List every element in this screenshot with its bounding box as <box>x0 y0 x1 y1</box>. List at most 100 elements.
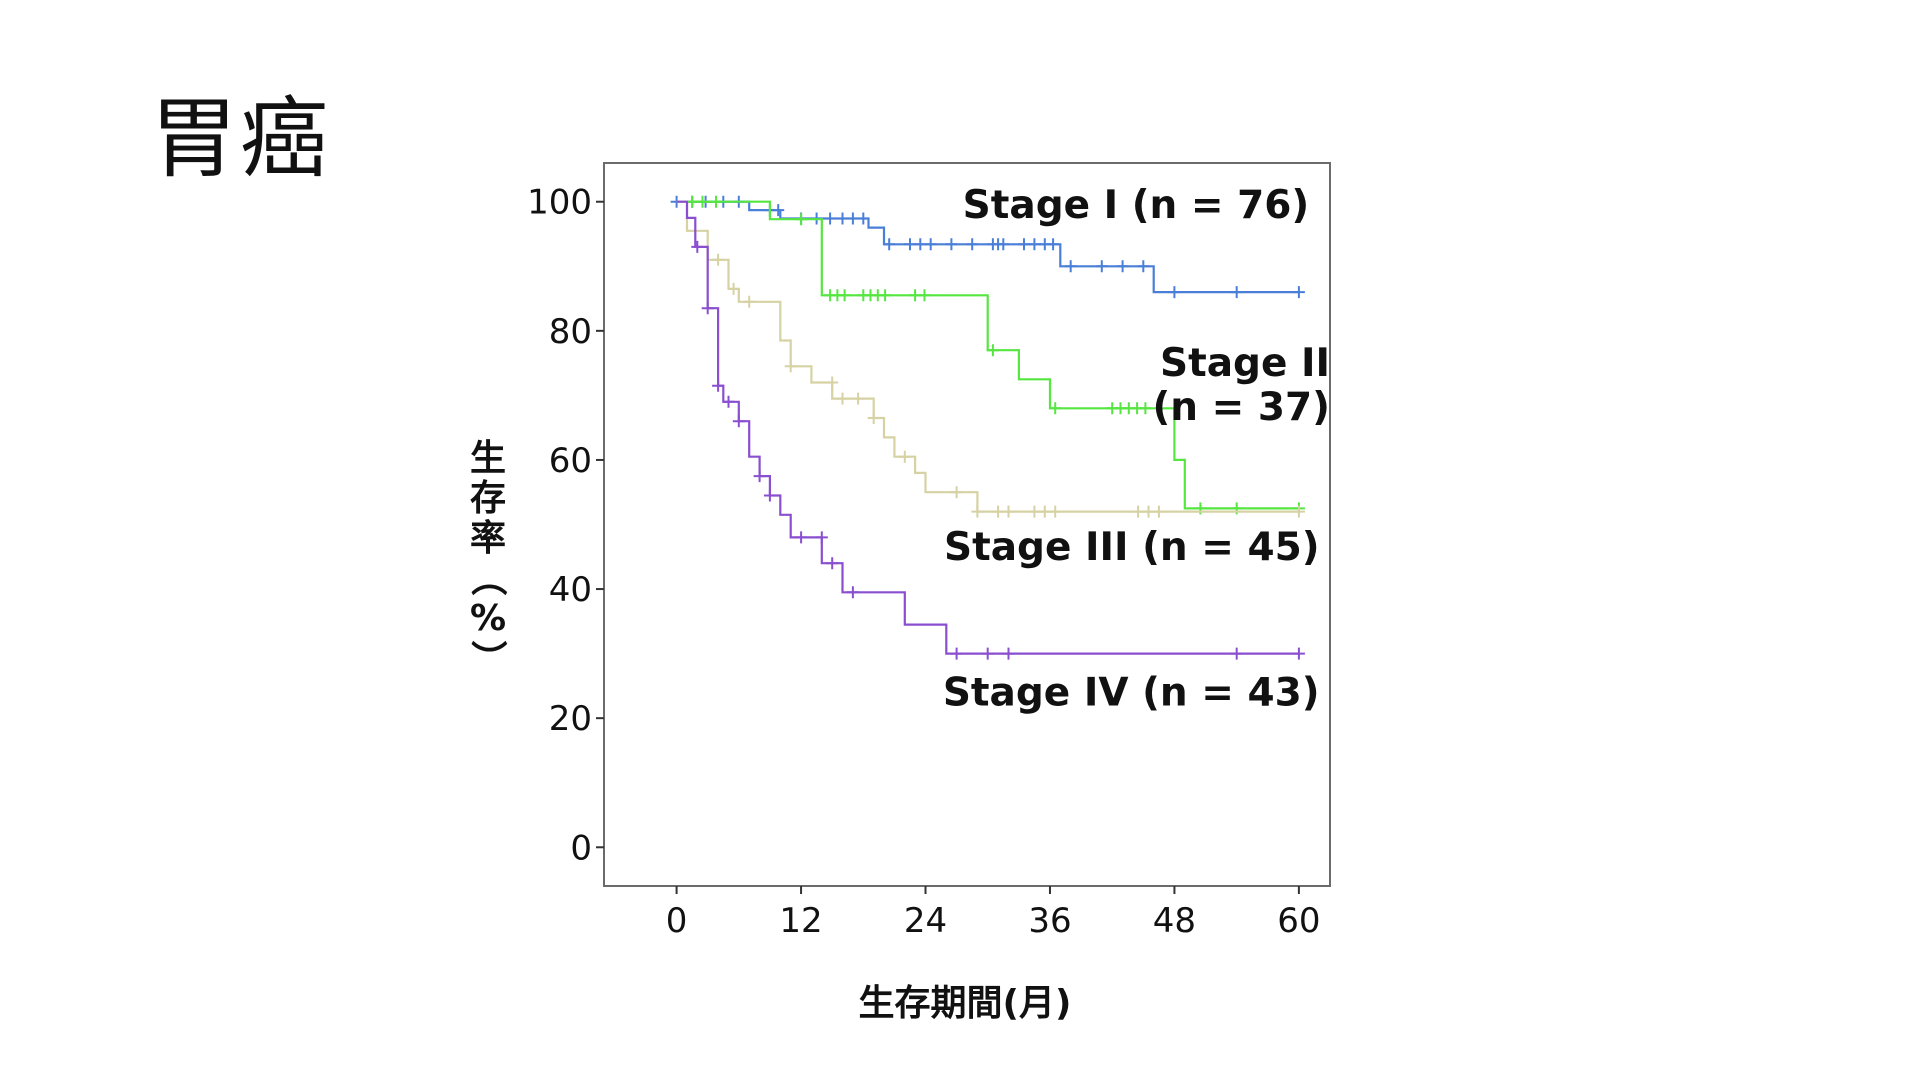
censor-mark <box>824 212 837 225</box>
y-tick-label: 100 <box>527 183 592 223</box>
censor-mark <box>1116 260 1129 273</box>
y-axis-title-char: ） <box>467 640 508 676</box>
series-label-line: Stage IV (n = 43) <box>943 670 1320 715</box>
censor-mark <box>1028 238 1041 251</box>
axis-layer: 0 20 40 60 80 100 0 12 24 36 48 60 <box>527 183 1320 941</box>
y-axis-title-char: （ <box>467 560 508 596</box>
series-label-1: Stage I (n = 76) <box>963 183 1310 228</box>
censor-mark <box>945 238 958 251</box>
y-tick-label: 40 <box>549 570 592 610</box>
y-axis-title-char: 率 <box>470 518 506 559</box>
series-label-3: Stage III (n = 45) <box>944 525 1320 570</box>
series-label-line: Stage II <box>1160 341 1330 386</box>
y-tick-label: 0 <box>570 828 592 868</box>
censor-mark <box>867 412 880 424</box>
censor-mark <box>826 557 839 570</box>
series-label-line: Stage III (n = 45) <box>944 525 1320 570</box>
censor-mark <box>784 360 797 373</box>
censor-mark <box>1139 402 1152 415</box>
censor-mark <box>727 282 740 295</box>
censor-mark <box>836 392 849 405</box>
censor-mark <box>753 470 766 483</box>
series-4 <box>676 200 1305 660</box>
series-label-4: Stage IV (n = 43) <box>943 670 1320 715</box>
censor-mark <box>743 295 756 308</box>
x-tick-label: 48 <box>1153 901 1196 941</box>
x-tick-label: 36 <box>1028 901 1071 941</box>
censor-mark <box>815 531 828 544</box>
censor-mark <box>1152 505 1165 518</box>
censor-mark <box>696 195 709 208</box>
censor-mark <box>712 379 725 392</box>
censor-mark <box>732 415 745 428</box>
censor-mark <box>879 289 892 302</box>
x-tick-label: 24 <box>904 901 947 941</box>
plot-frame <box>603 162 1331 887</box>
censor-mark <box>795 531 808 544</box>
censor-mark <box>950 486 963 499</box>
censor-mark <box>701 302 714 315</box>
censor-mark <box>950 647 963 660</box>
censor-mark <box>971 505 984 518</box>
censor-mark <box>846 212 859 225</box>
censor-mark <box>852 392 865 405</box>
slide-title: 胃癌 <box>150 87 331 190</box>
censor-mark <box>1230 647 1243 660</box>
censor-mark <box>981 647 994 660</box>
censor-mark <box>924 238 937 251</box>
x-tick-label: 12 <box>779 901 822 941</box>
series-4-line <box>676 200 1299 655</box>
censor-mark <box>966 238 979 251</box>
censor-mark <box>772 204 785 217</box>
censor-mark <box>1049 402 1062 415</box>
censor-mark <box>1230 286 1243 299</box>
censor-mark <box>1142 505 1155 518</box>
censor-mark <box>992 505 1005 518</box>
y-axis-title-char: 存 <box>470 478 506 519</box>
plot-layer <box>670 195 1305 660</box>
censor-mark <box>846 586 859 599</box>
censor-mark <box>1064 260 1077 273</box>
censor-mark <box>763 489 776 502</box>
censor-mark <box>1002 647 1015 660</box>
censor-mark <box>691 240 704 253</box>
x-tick-label: 0 <box>666 901 688 941</box>
censor-mark <box>1018 238 1030 251</box>
y-axis-title: 生存率（%） <box>467 438 508 676</box>
censor-mark <box>710 195 722 208</box>
label-layer: Stage I (n = 76)Stage II (n = 37)Stage II… <box>943 183 1330 715</box>
series-label-line: Stage I (n = 76) <box>963 183 1310 228</box>
censor-mark <box>686 195 699 208</box>
x-axis-title: 生存期間(月) <box>859 983 1072 1024</box>
censor-mark <box>795 213 808 226</box>
censor-mark <box>986 344 999 357</box>
censor-mark <box>1038 505 1051 518</box>
censor-mark <box>1132 505 1145 518</box>
censor-mark <box>712 253 725 266</box>
censor-mark <box>836 212 849 225</box>
censor-mark <box>838 289 851 302</box>
censor-mark <box>898 450 911 463</box>
censor-mark <box>722 395 735 408</box>
y-axis-title-char: % <box>470 598 506 639</box>
censor-mark <box>1002 505 1015 518</box>
censor-mark <box>1049 505 1062 518</box>
y-tick-label: 60 <box>549 441 592 481</box>
censor-mark <box>1137 260 1150 273</box>
x-tick-label: 60 <box>1277 901 1320 941</box>
series-label-2: Stage II (n = 37) <box>1152 341 1330 430</box>
censor-mark <box>1292 505 1305 518</box>
censor-mark <box>997 238 1010 251</box>
censor-mark <box>904 238 916 251</box>
censor-mark <box>1028 505 1041 518</box>
censor-mark <box>918 289 931 302</box>
censor-mark <box>883 238 896 251</box>
censor-mark <box>826 376 839 389</box>
series-2 <box>676 195 1305 515</box>
y-tick-label: 80 <box>549 312 592 352</box>
series-label-line: (n = 37) <box>1152 385 1330 430</box>
censor-mark <box>914 238 927 251</box>
y-tick-label: 20 <box>549 699 592 739</box>
series-3 <box>676 200 1305 518</box>
censor-mark <box>1292 286 1305 299</box>
